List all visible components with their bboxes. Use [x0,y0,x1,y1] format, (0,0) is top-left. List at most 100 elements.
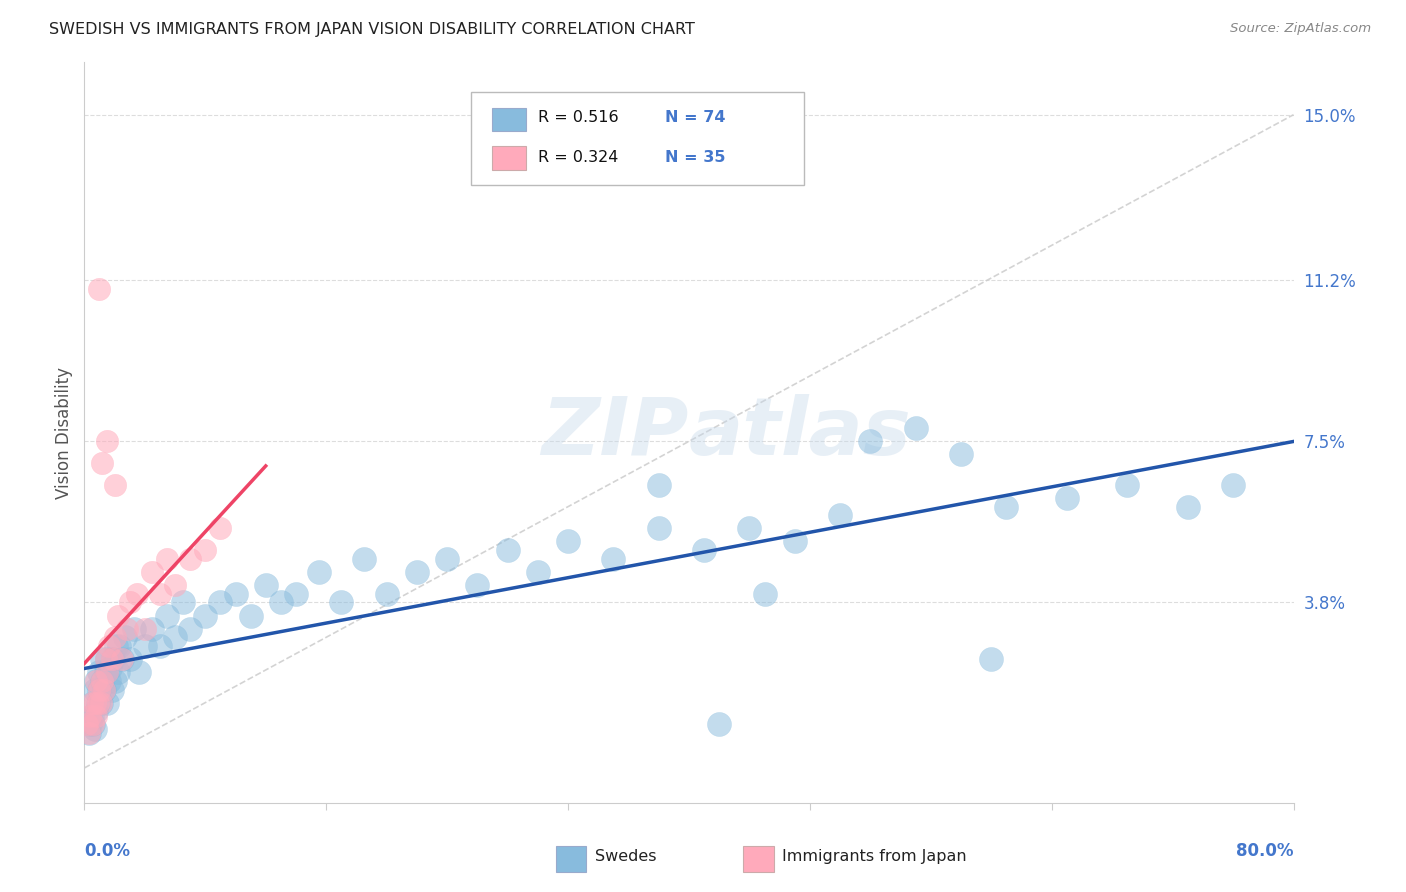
Bar [492,146,526,169]
Point [118,652,141,666]
Point [84,722,107,736]
Point [693,543,716,558]
Point [754,587,776,601]
Point [830,508,852,523]
Text: R = 0.324: R = 0.324 [538,150,619,165]
Point [194,543,217,558]
Point [209,595,232,609]
Point [783,534,806,549]
Bar [744,847,773,872]
Point [94,652,117,666]
Point [87,696,110,710]
Point [77,726,100,740]
Point [87,696,110,710]
Point [114,630,136,644]
Text: 0.0%: 0.0% [84,842,131,860]
Point [995,500,1018,514]
Point [93,682,115,697]
Point [86,673,108,688]
Point [82,717,104,731]
Point [100,682,122,697]
Point [101,652,124,666]
Y-axis label: Vision Disability: Vision Disability [55,367,73,499]
Point [179,622,201,636]
Point [225,587,247,601]
Point [96,434,118,449]
Text: R = 0.516: R = 0.516 [538,111,619,126]
Point [111,652,134,666]
Point [254,578,277,592]
Point [96,696,118,710]
FancyBboxPatch shape [471,92,804,185]
Point [79,717,101,731]
Point [980,652,1002,666]
Point [80,708,103,723]
Point [950,447,973,461]
Point [557,534,579,549]
Point [353,552,375,566]
Point [179,552,201,566]
Point [308,565,330,579]
Point [194,608,217,623]
Point [86,708,108,723]
Point [156,608,179,623]
Point [648,521,671,535]
Point [904,421,927,435]
Point [239,608,262,623]
Point [79,708,101,723]
Point [270,595,292,609]
Point [118,595,141,609]
Point [115,622,138,636]
Bar [555,847,586,872]
Point [100,652,122,666]
Point [648,478,671,492]
Point [76,717,98,731]
Point [89,682,111,697]
Point [91,652,114,666]
Point [97,673,120,688]
Text: Swedes: Swedes [595,848,657,863]
Point [1116,478,1139,492]
Point [91,673,114,688]
Text: ZIP: ZIP [541,393,689,472]
Point [96,652,118,666]
Point [128,665,150,680]
Point [90,696,112,710]
Point [91,456,114,470]
Point [104,673,127,688]
Point [107,608,129,623]
Text: Source: ZipAtlas.com: Source: ZipAtlas.com [1230,22,1371,36]
Point [122,622,145,636]
Point [77,726,100,740]
Point [108,639,131,653]
Point [80,696,103,710]
Point [165,578,187,592]
Point [738,521,761,535]
Point [1056,491,1078,505]
Point [209,521,232,535]
Point [93,682,115,697]
Point [134,639,156,653]
Point [84,682,107,697]
Point [285,587,308,601]
Point [94,665,117,680]
Text: 80.0%: 80.0% [1236,842,1294,860]
Point [90,696,112,710]
Point [84,696,107,710]
Text: Immigrants from Japan: Immigrants from Japan [782,848,967,863]
Point [406,565,429,579]
Point [156,552,179,566]
Point [86,673,108,688]
Point [82,717,104,731]
Text: N = 35: N = 35 [665,150,725,165]
Point [91,673,114,688]
Point [330,595,353,609]
Point [375,587,398,601]
Point [149,639,172,653]
Point [709,717,731,731]
Point [111,652,134,666]
Point [82,696,104,710]
Point [436,552,458,566]
Point [104,630,127,644]
Point [105,639,128,653]
